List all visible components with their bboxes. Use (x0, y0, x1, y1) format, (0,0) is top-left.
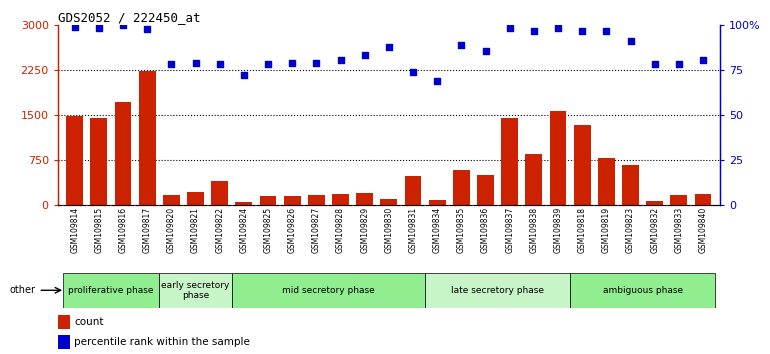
Bar (115, 102, 132, 205)
Bar (211, 181, 228, 205)
Bar (404, 176, 421, 205)
Point (334, 57, 346, 63)
Point (189, 61, 202, 66)
Bar (308, 195, 325, 205)
Point (576, 28, 588, 34)
Point (455, 42, 467, 48)
Text: early secretory
phase: early secretory phase (162, 281, 229, 300)
Bar (236, 202, 253, 205)
Point (238, 73, 250, 78)
Bar (574, 125, 591, 205)
Point (480, 48, 492, 53)
Bar (187, 192, 204, 205)
Point (504, 25, 516, 31)
Bar (332, 194, 349, 205)
Bar (66, 116, 83, 205)
Point (286, 61, 298, 66)
Bar (357, 193, 373, 205)
Bar (259, 196, 276, 205)
Text: ambiguous phase: ambiguous phase (603, 286, 683, 295)
Bar (550, 111, 567, 205)
Bar (159, 273, 232, 308)
Point (383, 44, 395, 50)
Point (141, 26, 153, 32)
Bar (163, 195, 180, 205)
Point (697, 57, 709, 63)
Bar (283, 196, 300, 205)
Bar (671, 195, 688, 205)
Point (213, 62, 226, 67)
Bar (598, 158, 614, 205)
Bar (622, 165, 639, 205)
Bar (58, 315, 69, 329)
Bar (380, 199, 397, 205)
Text: other: other (10, 285, 36, 295)
Point (407, 69, 419, 75)
Point (431, 79, 444, 84)
Point (92, 25, 105, 31)
Bar (501, 118, 518, 205)
Point (648, 62, 661, 67)
Bar (695, 194, 711, 205)
Bar (453, 170, 470, 205)
Point (673, 61, 685, 67)
Text: GDS2052 / 222450_at: GDS2052 / 222450_at (58, 11, 200, 24)
Point (69, 24, 81, 30)
Point (527, 28, 540, 34)
Bar (477, 175, 494, 205)
Text: mid secretory phase: mid secretory phase (282, 286, 375, 295)
Point (166, 62, 178, 67)
Point (552, 25, 564, 31)
Bar (425, 273, 570, 308)
Text: count: count (74, 318, 104, 327)
Point (600, 28, 612, 34)
Point (262, 62, 274, 67)
Bar (90, 118, 107, 205)
Point (310, 60, 323, 65)
Bar (429, 200, 446, 205)
Point (624, 38, 637, 44)
Bar (139, 70, 156, 205)
Text: proliferative phase: proliferative phase (69, 286, 154, 295)
Text: late secretory phase: late secretory phase (451, 286, 544, 295)
Bar (62, 273, 159, 308)
Bar (525, 154, 542, 205)
Text: percentile rank within the sample: percentile rank within the sample (74, 337, 250, 347)
Bar (570, 273, 715, 308)
Point (117, 23, 129, 28)
Bar (646, 201, 663, 205)
Point (359, 52, 371, 58)
Bar (58, 335, 69, 348)
Bar (232, 273, 425, 308)
